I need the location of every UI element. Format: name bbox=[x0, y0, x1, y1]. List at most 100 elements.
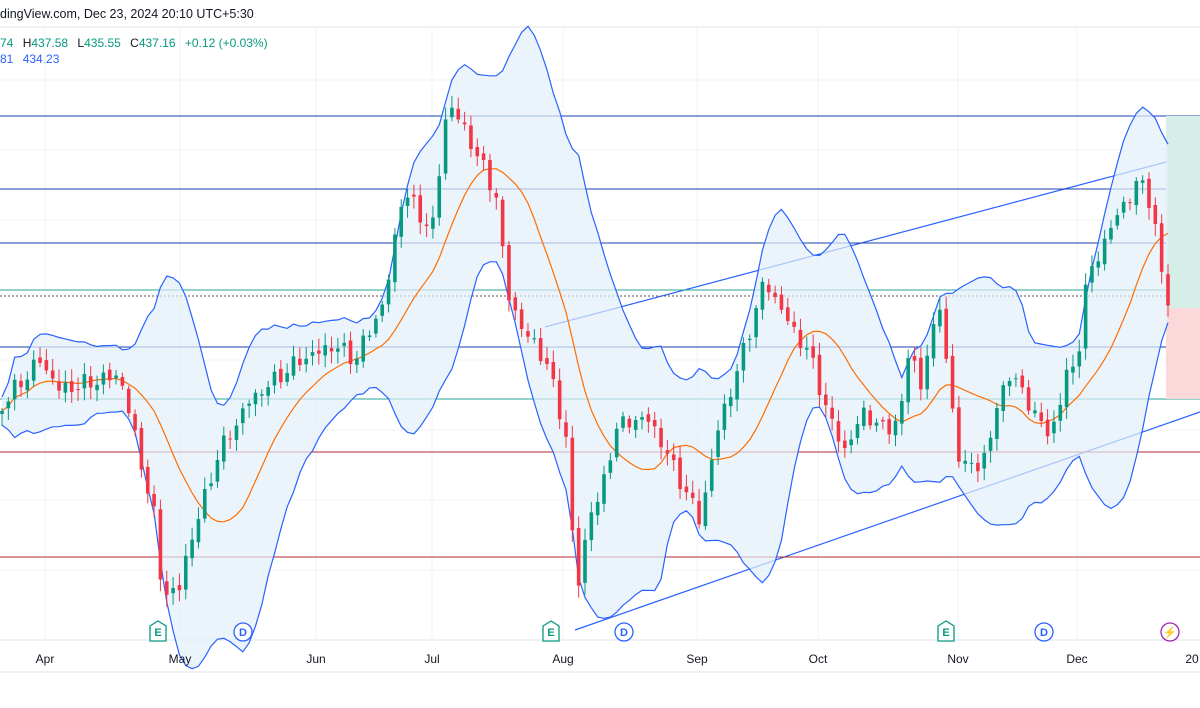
candle[interactable] bbox=[101, 364, 106, 395]
candle[interactable] bbox=[386, 274, 391, 313]
event-earnings-marker[interactable]: E bbox=[149, 620, 167, 642]
candle[interactable] bbox=[63, 370, 68, 403]
candle[interactable] bbox=[285, 363, 289, 386]
candle[interactable] bbox=[469, 115, 473, 158]
candle[interactable] bbox=[931, 312, 936, 367]
candle[interactable] bbox=[126, 385, 131, 418]
candle[interactable] bbox=[684, 474, 689, 501]
candle[interactable] bbox=[779, 286, 784, 314]
candle[interactable] bbox=[830, 396, 834, 431]
candle[interactable] bbox=[1033, 401, 1037, 418]
candle[interactable] bbox=[412, 184, 416, 209]
candle[interactable] bbox=[304, 347, 308, 373]
candle[interactable] bbox=[690, 480, 695, 505]
candle[interactable] bbox=[621, 411, 625, 432]
candle[interactable] bbox=[12, 373, 17, 411]
candle[interactable] bbox=[551, 350, 556, 388]
candle[interactable] bbox=[481, 145, 486, 171]
candle[interactable] bbox=[538, 328, 543, 366]
candle[interactable] bbox=[317, 338, 321, 365]
candle[interactable] bbox=[1007, 377, 1012, 397]
candle[interactable] bbox=[659, 418, 663, 460]
candle[interactable] bbox=[145, 459, 150, 504]
candle[interactable] bbox=[747, 334, 752, 352]
candle[interactable] bbox=[1166, 264, 1170, 317]
candle[interactable] bbox=[418, 184, 423, 235]
candle[interactable] bbox=[266, 380, 270, 406]
candle[interactable] bbox=[925, 344, 929, 400]
candle[interactable] bbox=[671, 443, 676, 472]
candle[interactable] bbox=[1090, 255, 1094, 293]
candle[interactable] bbox=[50, 358, 55, 385]
candle[interactable] bbox=[342, 332, 346, 357]
candle[interactable] bbox=[614, 422, 619, 462]
candle[interactable] bbox=[69, 369, 74, 403]
candle[interactable] bbox=[355, 350, 359, 374]
candle[interactable] bbox=[963, 449, 968, 472]
candle[interactable] bbox=[431, 205, 435, 239]
candle[interactable] bbox=[25, 371, 30, 399]
candle[interactable] bbox=[1102, 229, 1107, 271]
candle[interactable] bbox=[1159, 214, 1164, 284]
event-earnings-marker[interactable]: E bbox=[542, 620, 560, 642]
candle[interactable] bbox=[133, 409, 137, 437]
upper-band-line[interactable] bbox=[1, 25, 1169, 406]
candle[interactable] bbox=[804, 336, 809, 360]
candle[interactable] bbox=[1077, 339, 1082, 379]
candle[interactable] bbox=[247, 399, 251, 418]
candle[interactable] bbox=[874, 418, 879, 432]
candle[interactable] bbox=[361, 329, 366, 368]
candle[interactable] bbox=[507, 241, 511, 312]
candle[interactable] bbox=[443, 107, 448, 180]
candle[interactable] bbox=[703, 480, 708, 531]
candle[interactable] bbox=[722, 394, 727, 440]
candle[interactable] bbox=[336, 337, 340, 364]
candle[interactable] bbox=[1083, 273, 1088, 360]
candle[interactable] bbox=[944, 296, 949, 364]
candle[interactable] bbox=[817, 342, 822, 407]
candle[interactable] bbox=[836, 410, 841, 453]
candle[interactable] bbox=[31, 350, 36, 387]
candle[interactable] bbox=[1147, 172, 1151, 220]
candle[interactable] bbox=[513, 292, 518, 321]
candle[interactable] bbox=[164, 570, 169, 607]
candle[interactable] bbox=[405, 188, 410, 218]
candle[interactable] bbox=[114, 369, 118, 385]
candle[interactable] bbox=[564, 410, 568, 448]
event-alert-marker[interactable]: ⚡ bbox=[1160, 622, 1180, 642]
candle[interactable] bbox=[298, 347, 302, 372]
candle[interactable] bbox=[139, 421, 144, 478]
event-dividend-marker[interactable]: D bbox=[233, 622, 253, 642]
candle[interactable] bbox=[855, 415, 860, 445]
candle[interactable] bbox=[1115, 208, 1120, 230]
candle[interactable] bbox=[887, 414, 891, 444]
candle[interactable] bbox=[1121, 196, 1126, 219]
candle[interactable] bbox=[393, 228, 397, 292]
candle[interactable] bbox=[785, 297, 790, 326]
candle[interactable] bbox=[44, 349, 49, 375]
candle[interactable] bbox=[424, 213, 429, 237]
candle[interactable] bbox=[792, 311, 796, 334]
candle[interactable] bbox=[1153, 197, 1158, 236]
candle[interactable] bbox=[728, 388, 733, 418]
candle[interactable] bbox=[950, 344, 955, 413]
candle[interactable] bbox=[253, 389, 258, 416]
candle[interactable] bbox=[1064, 357, 1069, 419]
candle[interactable] bbox=[766, 278, 771, 301]
candle[interactable] bbox=[1140, 175, 1145, 194]
candle[interactable] bbox=[773, 285, 777, 304]
candle[interactable] bbox=[323, 333, 327, 368]
candle[interactable] bbox=[450, 96, 454, 122]
candle[interactable] bbox=[82, 362, 87, 401]
candle[interactable] bbox=[158, 499, 163, 592]
candle[interactable] bbox=[570, 425, 575, 543]
candle[interactable] bbox=[1109, 220, 1113, 244]
candle[interactable] bbox=[665, 439, 670, 466]
candle[interactable] bbox=[1071, 354, 1075, 385]
candle[interactable] bbox=[1096, 251, 1101, 276]
candle[interactable] bbox=[602, 465, 606, 512]
candle[interactable] bbox=[329, 336, 334, 364]
candle[interactable] bbox=[640, 411, 644, 430]
candle[interactable] bbox=[57, 369, 61, 399]
